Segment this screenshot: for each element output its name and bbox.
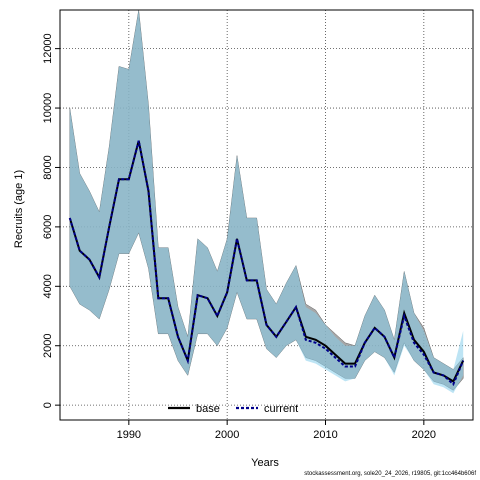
y-axis-title: Recruits (age 1) bbox=[13, 170, 25, 248]
line-current bbox=[68, 140, 465, 386]
y-tick-label: 0 bbox=[42, 402, 54, 408]
series-lines bbox=[68, 140, 465, 386]
x-tick-label: 2010 bbox=[313, 429, 337, 441]
x-tick-label: 1990 bbox=[117, 429, 141, 441]
footer-credit: stockassessment.org, sole20_24_2026, r19… bbox=[304, 471, 476, 477]
y-tick-label: 8000 bbox=[42, 155, 54, 179]
y-tick-label: 6000 bbox=[42, 215, 54, 239]
axes: 1990 2000 2010 2020 0 2000 4000 6000 8000 10000 12… bbox=[42, 33, 436, 441]
legend-label-base: base bbox=[196, 403, 220, 415]
y-tick-label: 10000 bbox=[42, 93, 54, 124]
plot-frame bbox=[59, 9, 474, 421]
legend-label-current: current bbox=[264, 403, 298, 415]
y-tick-label: 12000 bbox=[42, 33, 54, 64]
y-tick-label: 2000 bbox=[42, 333, 54, 357]
x-tick-label: 2000 bbox=[215, 429, 239, 441]
x-tick-label: 2020 bbox=[412, 429, 436, 441]
legend: base current bbox=[168, 403, 298, 415]
y-tick-label: 4000 bbox=[42, 274, 54, 298]
x-axis-title: Years bbox=[251, 457, 279, 469]
